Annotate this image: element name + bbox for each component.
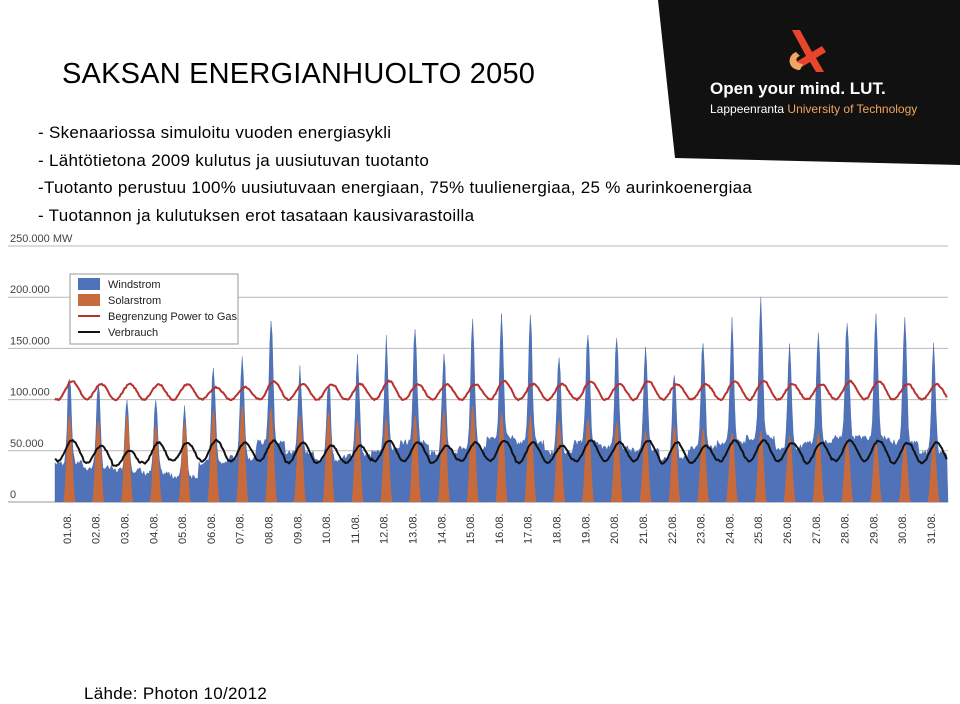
x-tick-label: 06.08. <box>206 513 218 544</box>
solarstrom-hump <box>293 415 307 502</box>
logo-university-suffix: University of Technology <box>787 102 917 116</box>
x-tick-label: 08.08. <box>263 513 275 544</box>
x-tick-label: 10.08. <box>321 513 333 544</box>
solarstrom-hump <box>466 404 479 502</box>
solarstrom-hump <box>725 432 739 502</box>
bullet-item: -Tuotanto perustuu 100% uusiutuvaan ener… <box>38 178 753 197</box>
x-tick-label: 18.08. <box>552 513 564 544</box>
solarstrom-hump <box>264 407 278 502</box>
solarstrom-hump <box>668 425 681 502</box>
solarstrom-hump <box>495 411 508 502</box>
solarstrom-hump <box>207 409 220 502</box>
x-tick-label: 07.08. <box>235 513 247 544</box>
solarstrom-hump <box>408 415 422 502</box>
source-note: Lähde: Photon 10/2012 <box>84 684 268 703</box>
x-tick-label: 14.08. <box>436 513 448 544</box>
x-tick-label: 11.08. <box>350 514 362 544</box>
solarstrom-hump <box>581 418 595 502</box>
legend-swatch <box>78 278 100 290</box>
x-tick-label: 25.08. <box>753 513 765 544</box>
legend-swatch <box>78 294 100 306</box>
solarstrom-hump <box>783 435 796 502</box>
solarstrom-hump <box>524 415 537 502</box>
legend-label: Windstrom <box>108 279 161 291</box>
logo-tagline: Open your mind. LUT. <box>710 79 886 98</box>
y-tick-label: 50.000 <box>10 438 44 450</box>
solarstrom-hump <box>610 422 624 502</box>
bullet-item: - Skenaariossa simuloitu vuoden energias… <box>38 123 392 142</box>
x-tick-label: 20.08. <box>609 513 621 544</box>
solarstrom-hump <box>754 430 768 502</box>
x-tick-label: 19.08. <box>580 513 592 544</box>
chart-legend: Windstrom Solarstrom Begrenzung Power to G… <box>69 273 239 345</box>
solarstrom-hump <box>322 411 335 502</box>
solarstrom-hump <box>639 430 652 502</box>
y-tick-label: 0 <box>10 489 16 501</box>
solarstrom-hump <box>63 415 76 502</box>
x-tick-label: 27.08. <box>811 513 823 544</box>
x-tick-label: 13.08. <box>408 513 420 544</box>
legend-label: Begrenzung Power to Gas <box>108 311 238 323</box>
x-tick-label: 31.08. <box>926 513 938 544</box>
bullet-item: - Lähtötietona 2009 kulutus ja uusiutuva… <box>38 150 430 170</box>
x-tick-label: 12.08. <box>379 513 391 544</box>
x-tick-label: 05.08. <box>177 513 189 544</box>
solarstrom-hump <box>869 440 883 502</box>
x-tick-label: 04.08. <box>148 513 160 544</box>
logo-university: Lappeenranta University of Technology <box>710 102 917 116</box>
x-tick-label: 02.08. <box>91 513 103 544</box>
legend-label: Solarstrom <box>108 295 161 307</box>
x-tick-label: 01.08. <box>62 513 74 544</box>
solarstrom-hump <box>552 420 566 502</box>
energy-chart: 0 50.000 100.000 150.000 200.000 250.000 MW 01… <box>0 232 960 552</box>
bullet-list: - Skenaariossa simuloitu vuoden energias… <box>38 119 752 229</box>
x-tick-label: 28.08. <box>840 513 852 544</box>
x-tick-label: 29.08. <box>868 513 880 544</box>
x-tick-label: 26.08. <box>782 513 794 544</box>
legend-label: Verbrauch <box>108 327 158 339</box>
energy-chart-svg: 0 50.000 100.000 150.000 200.000 250.000 MW 01… <box>8 233 949 544</box>
y-tick-label: 150.000 <box>10 335 50 347</box>
solarstrom-hump <box>178 422 191 502</box>
solarstrom-hump <box>379 418 393 502</box>
solarstrom-hump <box>120 415 134 502</box>
x-tick-label: 24.08. <box>724 513 736 544</box>
solarstrom-hump <box>149 425 163 502</box>
solarstrom-hump <box>351 420 364 502</box>
y-tick-label: 200.000 <box>10 284 50 296</box>
solarstrom-hump <box>437 409 451 502</box>
x-tick-label: 22.08. <box>667 513 679 544</box>
solarstrom-hump <box>91 420 105 502</box>
x-tick-label: 17.08. <box>523 513 535 544</box>
slide-title: SAKSAN ENERGIANHUOLTO 2050 <box>62 58 536 90</box>
solarstrom-hump <box>696 428 710 502</box>
lut-ampersand-icon <box>789 30 826 72</box>
x-tick-label: 21.08. <box>638 513 650 544</box>
y-tick-label: 100.000 <box>10 387 50 399</box>
windstrom-area <box>54 296 949 503</box>
solarstrom-hump <box>812 432 825 502</box>
logo-university-prefix: Lappeenranta <box>710 102 787 116</box>
power-to-gas-limit-line <box>54 379 948 402</box>
solarstrom-hump <box>840 438 854 502</box>
solarstrom-hump <box>927 440 940 502</box>
y-tick-label: 250.000 MW <box>10 233 73 245</box>
x-tick-label: 16.08. <box>494 513 506 544</box>
x-tick-label: 15.08. <box>465 513 477 544</box>
solarstrom-hump <box>898 442 912 502</box>
x-tick-label: 03.08. <box>119 513 131 544</box>
solarstrom-hump <box>235 404 249 502</box>
x-tick-label: 09.08. <box>292 513 304 544</box>
verbrauch-line <box>54 438 948 467</box>
x-tick-label: 23.08. <box>696 513 708 544</box>
x-tick-label: 30.08. <box>897 513 909 544</box>
bullet-item: - Tuotannon ja kulutuksen erot tasataan … <box>38 205 475 225</box>
